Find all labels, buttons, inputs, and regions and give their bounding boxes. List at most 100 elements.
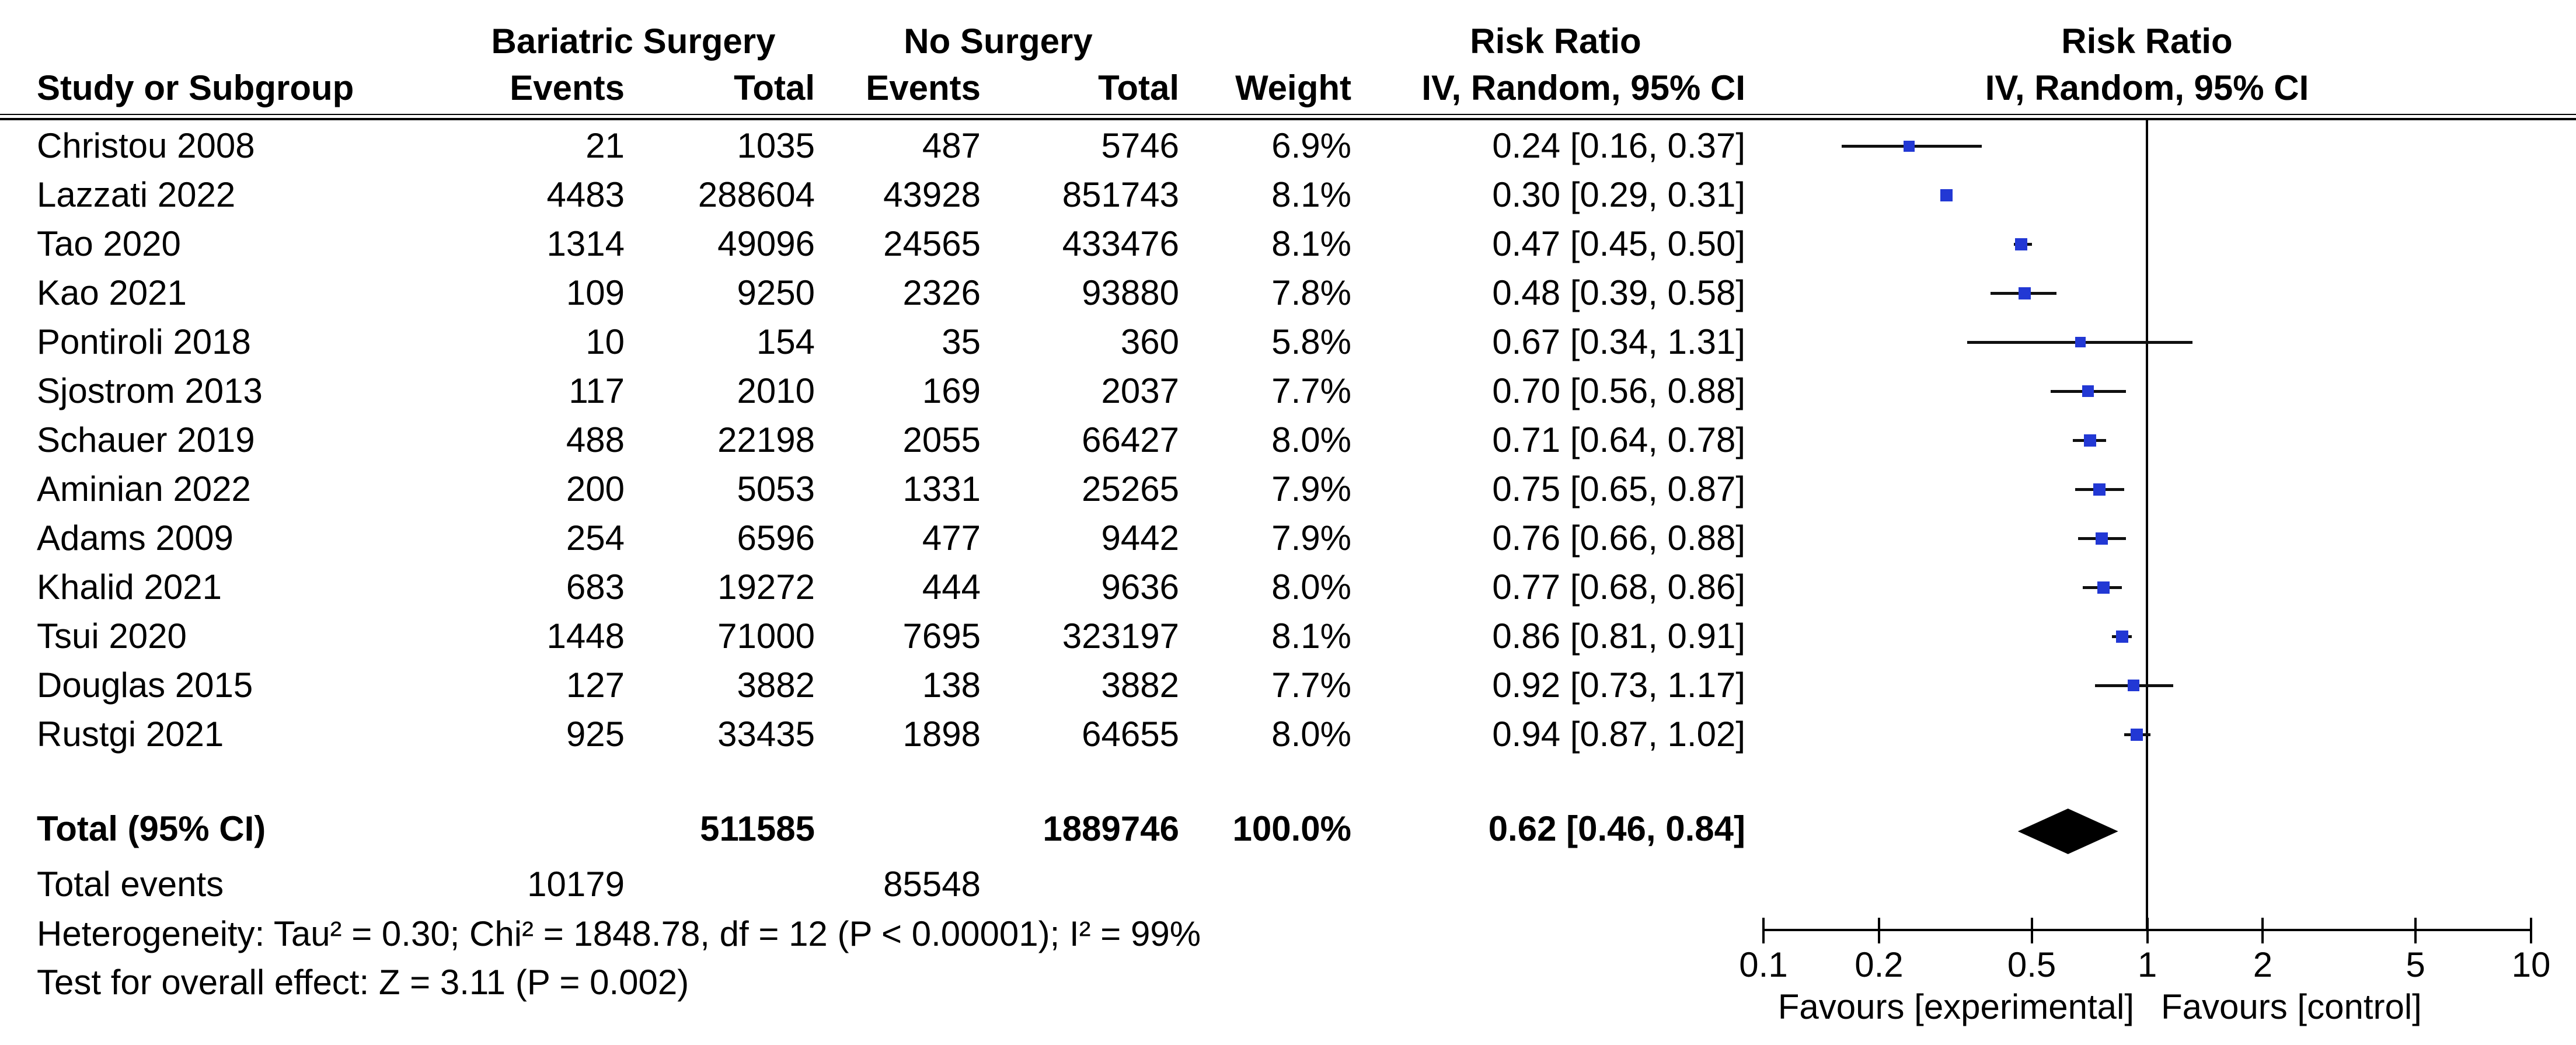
- study-rr_text: 0.92 [0.73, 1.17]: [1492, 666, 1745, 705]
- total-row-rr: 0.62 [0.46, 0.84]: [1488, 809, 1745, 848]
- study-rr_text: 0.76 [0.66, 0.88]: [1492, 518, 1745, 558]
- col-header-study: Study or Subgroup: [37, 68, 354, 107]
- total-row-total1: 511585: [700, 809, 815, 848]
- study-weight: 7.7%: [1271, 371, 1351, 410]
- effect-square: [2096, 532, 2108, 545]
- study-total1: 2010: [737, 371, 815, 410]
- study-total2: 9636: [1101, 567, 1179, 607]
- study-name: Khalid 2021: [37, 567, 222, 607]
- study-rr_text: 0.94 [0.87, 1.02]: [1492, 715, 1745, 754]
- axis-tick: [2030, 918, 2033, 943]
- effect-square: [2116, 631, 2128, 643]
- study-events1: 21: [585, 126, 625, 165]
- study-total1: 71000: [717, 616, 815, 656]
- effect-square: [2093, 483, 2106, 496]
- axis-tick-label: 10: [2511, 945, 2551, 984]
- effect-square: [1904, 141, 1915, 152]
- col-header-events2: Events: [866, 68, 981, 107]
- col-header-total2: Total: [1098, 68, 1179, 107]
- axis-tick-label: 0.5: [2007, 945, 2056, 984]
- study-name: Lazzati 2022: [37, 175, 236, 214]
- study-total1: 3882: [737, 666, 815, 705]
- study-events2: 444: [922, 567, 981, 607]
- study-total2: 3882: [1101, 666, 1179, 705]
- study-events2: 487: [922, 126, 981, 165]
- study-events2: 1331: [902, 469, 981, 508]
- study-events1: 10: [585, 322, 625, 361]
- study-events2: 24565: [883, 224, 981, 263]
- favours-experimental-label: Favours [experimental]: [1777, 987, 2134, 1026]
- study-name: Adams 2009: [37, 518, 233, 558]
- col-header-iv-random-table: IV, Random, 95% CI: [1421, 68, 1745, 107]
- effect-square: [2082, 385, 2094, 397]
- overall-effect-text: Test for overall effect: Z = 3.11 (P = 0…: [37, 963, 689, 1002]
- study-events1: 1448: [546, 616, 625, 656]
- heterogeneity-text: Heterogeneity: Tau² = 0.30; Chi² = 1848.…: [37, 914, 1201, 953]
- effect-square: [2131, 729, 2143, 741]
- no-effect-line: [2146, 120, 2148, 931]
- axis-tick-label: 2: [2253, 945, 2273, 984]
- study-total2: 433476: [1062, 224, 1179, 263]
- header-rule-thin: [0, 114, 2576, 115]
- total-row-total2: 1889746: [1043, 809, 1179, 848]
- study-rr_text: 0.47 [0.45, 0.50]: [1492, 224, 1745, 263]
- study-weight: 7.9%: [1271, 518, 1351, 558]
- study-events1: 4483: [546, 175, 625, 214]
- study-rr_text: 0.70 [0.56, 0.88]: [1492, 371, 1745, 410]
- axis-tick: [2530, 918, 2532, 943]
- axis-tick: [1877, 918, 1880, 943]
- col-header-events1: Events: [510, 68, 625, 107]
- study-name: Christou 2008: [37, 126, 255, 165]
- study-events1: 1314: [546, 224, 625, 263]
- study-weight: 8.1%: [1271, 175, 1351, 214]
- study-events2: 1898: [902, 715, 981, 754]
- study-name: Aminian 2022: [37, 469, 251, 508]
- study-events2: 35: [942, 322, 981, 361]
- study-events2: 169: [922, 371, 981, 410]
- study-name: Pontiroli 2018: [37, 322, 251, 361]
- study-events1: 925: [566, 715, 625, 754]
- study-total1: 5053: [737, 469, 815, 508]
- study-events1: 683: [566, 567, 625, 607]
- study-total2: 360: [1120, 322, 1179, 361]
- study-name: Schauer 2019: [37, 420, 255, 459]
- effect-square: [2019, 287, 2031, 299]
- group-header-no-surgery: No Surgery: [904, 22, 1093, 61]
- study-weight: 8.0%: [1271, 420, 1351, 459]
- total-events-label: Total events: [37, 865, 224, 904]
- study-rr_text: 0.77 [0.68, 0.86]: [1492, 567, 1745, 607]
- study-total2: 851743: [1062, 175, 1179, 214]
- study-name: Tao 2020: [37, 224, 181, 263]
- study-weight: 6.9%: [1271, 126, 1351, 165]
- study-rr_text: 0.67 [0.34, 1.31]: [1492, 322, 1745, 361]
- axis-tick: [2261, 918, 2264, 943]
- risk-ratio-plot-header: Risk Ratio: [2061, 22, 2233, 61]
- axis-tick: [1762, 918, 1765, 943]
- study-name: Tsui 2020: [37, 616, 187, 656]
- study-rr_text: 0.30 [0.29, 0.31]: [1492, 175, 1745, 214]
- study-total1: 1035: [737, 126, 815, 165]
- study-name: Douglas 2015: [37, 666, 253, 705]
- study-rr_text: 0.24 [0.16, 0.37]: [1492, 126, 1745, 165]
- favours-control-label: Favours [control]: [2161, 987, 2422, 1026]
- total-events-events1: 10179: [527, 865, 625, 904]
- header-rule-thick: [0, 118, 2576, 120]
- study-total2: 25265: [1082, 469, 1179, 508]
- effect-square: [2097, 581, 2110, 594]
- study-total1: 33435: [717, 715, 815, 754]
- total-row-label: Total (95% CI): [37, 809, 266, 848]
- group-header-bariatric-surgery: Bariatric Surgery: [491, 22, 776, 61]
- study-name: Kao 2021: [37, 273, 187, 312]
- col-header-iv-random-plot: IV, Random, 95% CI: [1985, 68, 2309, 107]
- effect-square: [2075, 337, 2086, 347]
- study-total2: 5746: [1101, 126, 1179, 165]
- study-total2: 66427: [1082, 420, 1179, 459]
- study-total1: 288604: [698, 175, 815, 214]
- study-total1: 9250: [737, 273, 815, 312]
- study-total1: 6596: [737, 518, 815, 558]
- study-weight: 8.1%: [1271, 616, 1351, 656]
- col-header-total1: Total: [734, 68, 815, 107]
- study-total2: 323197: [1062, 616, 1179, 656]
- study-events1: 488: [566, 420, 625, 459]
